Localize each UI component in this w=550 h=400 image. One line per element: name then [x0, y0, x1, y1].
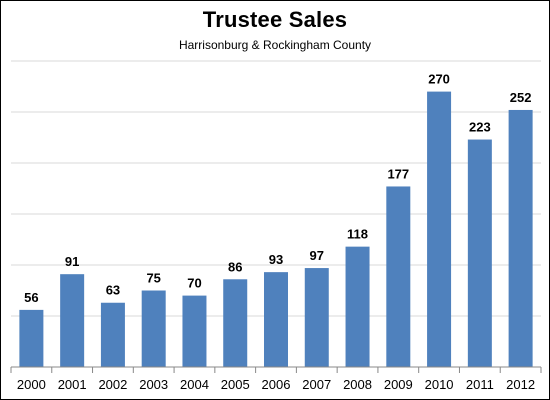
bar-2004 — [182, 295, 207, 367]
bar-2000 — [19, 309, 44, 367]
data-label-2001: 91 — [65, 254, 79, 269]
bar-2003 — [141, 290, 166, 367]
x-tick-label-2012: 2012 — [506, 377, 535, 392]
x-tick-label-2011: 2011 — [466, 377, 494, 392]
data-label-2003: 75 — [146, 271, 160, 286]
bar-2010 — [427, 91, 452, 367]
bar-2001 — [60, 274, 85, 367]
chart-subtitle: Harrisonburg & Rockingham County — [178, 38, 372, 52]
bar-2008 — [345, 246, 370, 367]
data-label-2006: 93 — [269, 252, 283, 267]
x-tick-label-2002: 2002 — [98, 377, 127, 392]
chart-title: Trustee Sales — [202, 7, 348, 32]
x-tick-label-2007: 2007 — [302, 377, 331, 392]
data-label-2000: 56 — [24, 290, 38, 305]
bar-2005 — [223, 279, 248, 367]
data-label-2010: 270 — [428, 72, 450, 87]
bar-2006 — [264, 272, 288, 367]
bar-2002 — [100, 302, 125, 367]
data-label-2009: 177 — [387, 166, 409, 181]
data-label-2002: 63 — [106, 283, 120, 298]
x-tick-label-2010: 2010 — [425, 377, 454, 392]
data-label-2007: 97 — [310, 248, 324, 263]
bar-2009 — [386, 186, 411, 367]
x-tick-label-2005: 2005 — [221, 377, 250, 392]
data-label-2004: 70 — [187, 276, 201, 291]
x-tick-label-2004: 2004 — [180, 377, 209, 392]
x-tick-label-2000: 2000 — [17, 377, 46, 392]
data-label-2008: 118 — [347, 227, 368, 242]
x-tick-label-2009: 2009 — [384, 377, 413, 392]
data-label-2011: 223 — [469, 120, 491, 135]
bar-2011 — [467, 139, 492, 367]
x-tick-label-2008: 2008 — [343, 377, 372, 392]
x-tick-label-2006: 2006 — [262, 377, 291, 392]
x-tick-label-2001: 2001 — [58, 377, 87, 392]
data-label-2012: 252 — [510, 90, 532, 105]
data-label-2005: 86 — [228, 259, 242, 274]
x-tick-label-2003: 2003 — [139, 377, 168, 392]
bar-2012 — [508, 109, 533, 368]
bar-2007 — [304, 268, 329, 367]
